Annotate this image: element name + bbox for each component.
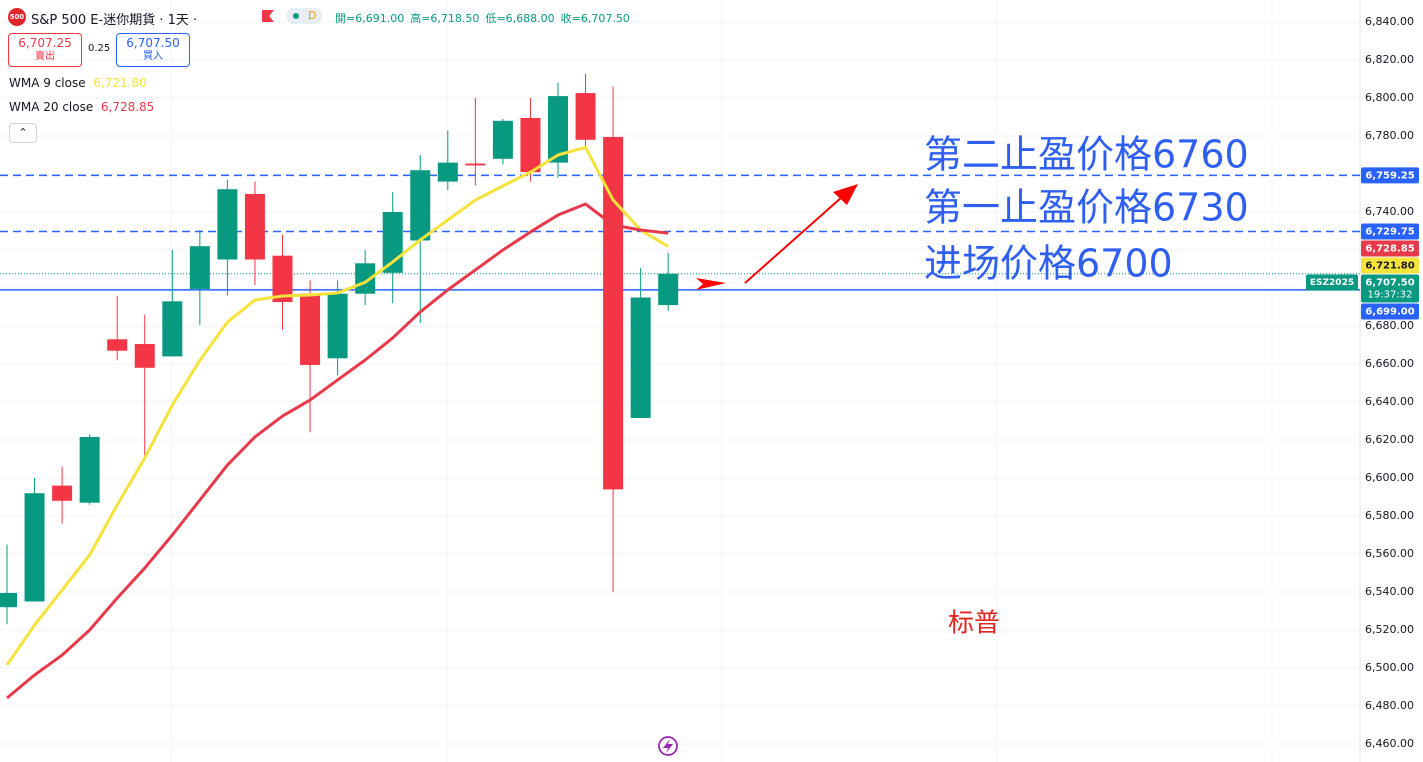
annotation: 第一止盈价格6730 — [924, 186, 1249, 230]
annotation: 标普 — [948, 609, 1000, 639]
legend-name: WMA 20 close — [9, 100, 94, 114]
spread: 0.25 — [88, 43, 111, 54]
ohlc-close: 收=6,707.50 — [560, 12, 630, 25]
y-tick-label: 6,820.00 — [1365, 53, 1414, 66]
price-tag — [1361, 274, 1419, 303]
price-tag-label: 6,707.50 — [1365, 277, 1414, 288]
y-tick-label: 6,620.00 — [1365, 433, 1414, 446]
candle-body — [79, 436, 100, 503]
symbol-tag-bg — [1306, 274, 1358, 291]
buy-price: 6,707.50 — [126, 36, 180, 50]
plot — [0, 74, 1360, 700]
y-tick-label: 6,740.00 — [1365, 205, 1414, 218]
y-tick-label: 6,600.00 — [1365, 471, 1414, 484]
status-pill: D — [286, 8, 322, 24]
candle-body — [0, 592, 17, 608]
sell-button[interactable]: 6,707.25 賣出 — [8, 33, 82, 67]
y-tick-label: 6,800.00 — [1365, 91, 1414, 104]
arrow-head — [833, 184, 858, 205]
ohlc: 開=6,691.00 高=6,718.50 低=6,688.00 收=6,707.50 — [335, 10, 636, 26]
candle-body — [658, 273, 679, 306]
candle-body — [575, 93, 596, 140]
price-tag — [1361, 167, 1419, 184]
candle-body — [189, 246, 210, 289]
collapse-button[interactable]: ⌃ — [9, 123, 37, 143]
buy-button[interactable]: 6,707.50 買入 — [116, 33, 190, 67]
y-tick-label: 6,680.00 — [1365, 319, 1414, 332]
candle-body — [465, 163, 486, 166]
grid — [0, 21, 1360, 745]
arrows — [696, 184, 858, 290]
y-tick-label: 6,540.00 — [1365, 585, 1414, 598]
y-tick-label: 6,560.00 — [1365, 547, 1414, 560]
countdown: 19:37:32 — [1368, 289, 1413, 300]
candle-body — [410, 170, 431, 241]
y-tick-label: 6,520.00 — [1365, 623, 1414, 636]
candle-body — [520, 117, 541, 173]
candle-body — [300, 293, 321, 365]
candle-body — [217, 189, 238, 260]
flash-icon[interactable] — [658, 736, 678, 756]
candle-body — [134, 344, 155, 368]
ohlc-open: 開=6,691.00 — [335, 12, 405, 25]
flag-icon[interactable] — [262, 10, 274, 22]
candle-body — [327, 293, 348, 359]
ohlc-low: 低=6,688.00 — [485, 12, 555, 25]
price-tag-label: 6,728.85 — [1365, 243, 1414, 254]
candle-body — [272, 255, 293, 303]
y-tick-label: 6,460.00 — [1365, 737, 1414, 750]
price-tag — [1361, 240, 1419, 257]
logo: 500 — [8, 8, 26, 26]
y-tick-label: 6,580.00 — [1365, 509, 1414, 522]
price-tag — [1361, 257, 1419, 274]
y-tick-label: 6,840.00 — [1365, 15, 1414, 28]
legend-item: WMA 9 close 6,721.80 — [9, 76, 147, 90]
price-tag-label: 6,729.75 — [1365, 226, 1414, 237]
candle-body — [244, 193, 265, 260]
y-tick-label: 6,480.00 — [1365, 699, 1414, 712]
y-tick-label: 6,500.00 — [1365, 661, 1414, 674]
sell-price: 6,707.25 — [18, 36, 72, 50]
candle-body — [52, 485, 73, 501]
price-tag-label: 6,721.80 — [1365, 260, 1414, 271]
sell-label: 賣出 — [35, 51, 55, 62]
annotation: 第二止盈价格6760 — [924, 133, 1249, 177]
legend-value: 6,728.85 — [100, 100, 155, 114]
status: D — [308, 9, 317, 22]
legend-name: WMA 9 close — [9, 76, 86, 90]
candle-body — [548, 96, 568, 163]
v-grid — [170, 0, 1273, 762]
wma-line — [6, 202, 669, 700]
legend-value: 6,721.80 — [93, 76, 147, 90]
y-tick-label: 6,660.00 — [1365, 357, 1414, 370]
y-tick-label: 6,640.00 — [1365, 395, 1414, 408]
candle-body — [162, 301, 183, 357]
candle-body — [107, 339, 128, 351]
candle-body — [355, 263, 376, 294]
y-tick-label: 6,780.00 — [1365, 129, 1414, 142]
ohlc-high: 高=6,718.50 — [410, 12, 480, 25]
symbol-title[interactable]: S&P 500 E-迷你期貨 · 1天 · — [31, 13, 198, 28]
wma-line — [5, 145, 669, 666]
price-tag-label: 6,759.25 — [1365, 170, 1414, 181]
price-tag-label: 6,699.00 — [1365, 306, 1414, 317]
buy-label: 買入 — [143, 51, 163, 62]
candle-body — [630, 297, 651, 418]
candle-body — [437, 162, 458, 182]
price-tag — [1361, 303, 1419, 320]
price-tag — [1361, 223, 1419, 240]
arrow-small — [696, 278, 726, 290]
arrow-shaft — [744, 196, 843, 284]
candle-body — [492, 120, 513, 159]
symbol-tag: ESZ2025 — [1310, 278, 1354, 288]
candle-body — [24, 493, 45, 602]
annotation: 进场价格6700 — [924, 242, 1173, 286]
legend-item: WMA 20 close 6,728.85 — [9, 100, 154, 114]
